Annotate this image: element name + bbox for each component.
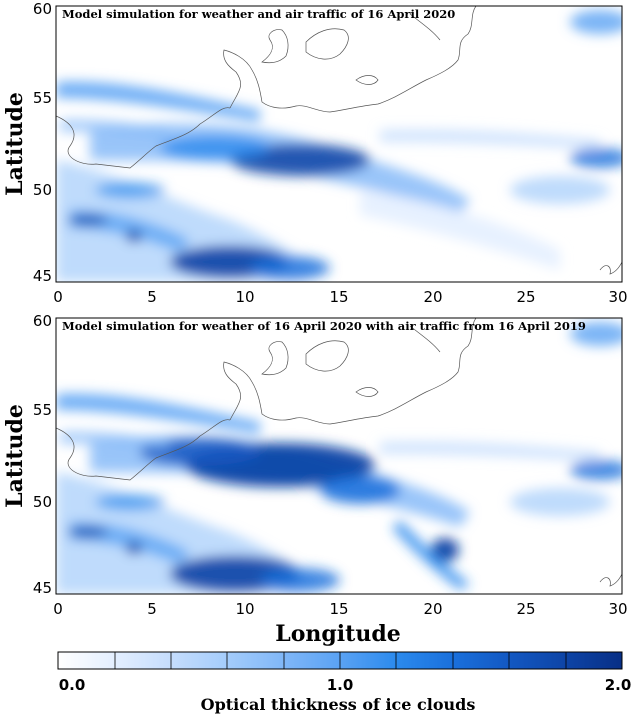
panel-1-xtick: 20 <box>423 288 442 306</box>
panel-1-ytick: 45 <box>33 267 52 285</box>
panel-2-title: Model simulation for weather of 16 April… <box>62 319 586 333</box>
map-panel-1: Model simulation for weather and air tra… <box>55 5 623 283</box>
panel-2-xtick: 5 <box>147 600 157 618</box>
colorbar-max-label: 2.0 <box>605 676 632 694</box>
panel-2-ytick: 60 <box>33 312 52 330</box>
map-panel-2: Model simulation for weather of 16 April… <box>55 317 623 595</box>
colorbar-dividers <box>114 652 567 669</box>
panel-2-ytick: 50 <box>33 493 52 511</box>
panel-1-ytick: 50 <box>33 181 52 199</box>
panel-1-title: Model simulation for weather and air tra… <box>62 7 455 21</box>
panel-2-xtick: 20 <box>423 600 442 618</box>
panel-2-ylabel: Latitude <box>2 404 28 508</box>
coastline-2 <box>56 318 622 587</box>
cloud-field-1 <box>56 10 622 282</box>
panel-1-ytick: 55 <box>33 89 52 107</box>
colorbar: 0.0 1.0 2.0 Optical thickness of ice clo… <box>57 651 632 714</box>
panel-2-xtick: 15 <box>329 600 348 618</box>
panel-1-xtick: 25 <box>516 288 535 306</box>
panel-1-xtick: 0 <box>53 288 63 306</box>
panel-2-ytick: 55 <box>33 401 52 419</box>
panel-1-ylabel: Latitude <box>2 92 28 196</box>
colorbar-min-label: 0.0 <box>59 676 86 694</box>
panel-2-xtick: 10 <box>235 600 254 618</box>
colorbar-mid-label: 1.0 <box>327 676 354 694</box>
panel-2-xtick: 25 <box>516 600 535 618</box>
panel-1-xtick: 30 <box>608 288 627 306</box>
panel-1-ytick: 60 <box>33 0 52 18</box>
x-axis-label: Longitude <box>275 621 400 647</box>
panel-2-xtick: 0 <box>53 600 63 618</box>
coastline-1 <box>56 6 622 275</box>
panel-1-xtick: 10 <box>235 288 254 306</box>
panel-1-xtick: 15 <box>329 288 348 306</box>
cloud-field-2 <box>56 322 622 594</box>
panel-2-xtick: 30 <box>608 600 627 618</box>
colorbar-title: Optical thickness of ice clouds <box>201 695 476 714</box>
panel-1-xtick: 5 <box>147 288 157 306</box>
panel-2-ytick: 45 <box>33 579 52 597</box>
